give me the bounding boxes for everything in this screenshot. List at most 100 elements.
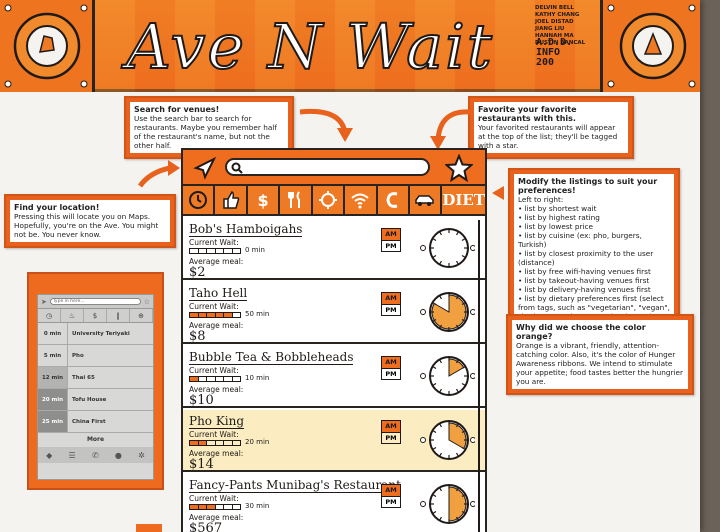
wait-segment [199, 377, 207, 381]
restaurant-row[interactable]: Fancy-Pants Munibag's Restaurant Current … [183, 474, 485, 532]
team-line: A.D.D. [536, 37, 573, 48]
wait-segment [224, 249, 233, 253]
wait-segment [233, 313, 241, 317]
mini-list-item: 5 min Pho [38, 345, 153, 367]
mockup-top-bar [183, 150, 485, 186]
restaurant-row[interactable]: Bubble Tea & Bobbleheads Current Wait: 10 … [183, 346, 485, 408]
favorite-star-icon[interactable] [445, 154, 473, 182]
restaurant-row[interactable]: Bob's Hamboigahs Current Wait: 0 min Averag… [183, 218, 485, 280]
callout-title: Why did we choose the color orange? [516, 323, 646, 341]
dollar-icon: $ [257, 190, 269, 210]
wait-segment [198, 441, 207, 445]
credit-line: JOEL DISTAD [535, 19, 574, 25]
mini-restaurant-name: Pho [72, 353, 84, 359]
am-label: AM [382, 357, 400, 369]
wait-segment [207, 505, 216, 509]
mini-bottom-bar: ◆ ☰ ✆ ● ✲ [38, 447, 153, 463]
wait-segment [233, 441, 241, 445]
wait-segment [190, 313, 199, 317]
callout-modify: Modify the listings to suit your prefere… [508, 168, 680, 330]
wait-segment [207, 313, 216, 317]
search-icon [231, 162, 243, 174]
filter-price-button[interactable]: $ [248, 186, 281, 214]
wait-clock[interactable] [419, 284, 476, 340]
callout-orange: Why did we choose the color orange? Oran… [506, 314, 694, 395]
crosshair-icon: ⊕ [130, 309, 153, 322]
callout-favorite: Favorite your favorite restaurants with … [468, 96, 634, 159]
average-meal-label: Average meal: [189, 257, 244, 266]
mini-search-input: Type in here... [49, 298, 141, 305]
wait-clock[interactable] [419, 476, 476, 532]
wait-segment [233, 249, 241, 253]
wait-segment [207, 377, 216, 381]
mini-more-button: More [86, 436, 105, 443]
wifi-icon [351, 193, 369, 209]
filter-wifi-button[interactable] [345, 186, 378, 214]
am-pm-toggle[interactable]: AM PM [381, 356, 401, 380]
mini-wait-time: 25 min [38, 411, 68, 432]
clock-icon: ◷ [38, 309, 61, 322]
mini-top-bar: ➤ Type in here... ☆ [38, 295, 153, 309]
wait-segment [216, 377, 224, 381]
team-line: INFO [536, 47, 561, 58]
wait-segment [216, 505, 224, 509]
mini-list-item: 25 min China First [38, 411, 153, 433]
restaurant-row[interactable]: Taho Hell Current Wait: 50 min Average meal… [183, 282, 485, 344]
phone-screen: ➤ Type in here... ☆ ◷ ♨ $ ‖ ⊕ 0 min Univ… [37, 294, 154, 480]
filter-distance-button[interactable] [313, 186, 346, 214]
wait-segment [224, 441, 233, 445]
wait-clock[interactable] [419, 220, 476, 276]
chat-icon: ● [114, 450, 122, 460]
clock-dial-icon [420, 228, 476, 268]
current-wait-label: Current Wait: [189, 494, 239, 503]
diet-label: DIET [442, 191, 485, 209]
filter-rating-button[interactable] [215, 186, 248, 214]
credit-line: JIANG LIU [535, 26, 565, 32]
am-pm-toggle[interactable]: AM PM [381, 228, 401, 252]
average-meal-label: Average meal: [189, 449, 244, 458]
wait-clock[interactable] [419, 348, 476, 404]
wait-clock[interactable] [419, 412, 476, 468]
am-label: AM [382, 229, 400, 241]
wait-level-bar [189, 312, 241, 318]
callout-subtitle: Left to right: [518, 195, 564, 204]
callout-title: Modify the listings to suit your prefere… [518, 177, 658, 195]
callout-location: Find your location! Pressing this will l… [4, 194, 176, 248]
filter-delivery-button[interactable] [410, 186, 443, 214]
credit-line: DUSTIN BANCAL [535, 40, 586, 46]
banner-stripe [95, 0, 600, 92]
wait-time-value: 50 min [245, 310, 270, 318]
location-arrow-icon[interactable] [193, 156, 217, 180]
am-label: AM [382, 485, 400, 497]
meal-price: $8 [189, 329, 206, 344]
wait-segment [233, 377, 241, 381]
callout-body: Orange is a vibrant, friendly, attention… [516, 341, 683, 386]
wait-level-bar [189, 504, 241, 510]
am-label: AM [382, 293, 400, 305]
current-wait-label: Current Wait: [189, 430, 239, 439]
am-pm-toggle[interactable]: AM PM [381, 420, 401, 444]
mini-restaurant-name: Thai 65 [72, 375, 95, 381]
filter-shortest-wait-button[interactable] [183, 186, 216, 214]
scrollbar[interactable] [475, 220, 483, 532]
takeout-cup-icon [386, 192, 398, 208]
banner-right-box [600, 0, 700, 92]
filter-takeout-button[interactable] [378, 186, 410, 214]
mini-filter-bar: ◷ ♨ $ ‖ ⊕ [38, 309, 153, 323]
filter-diet-button[interactable]: DIET [442, 186, 485, 214]
callout-title: Favorite your favorite restaurants with … [478, 105, 577, 123]
legend-item: list by free wifi-having venues first [518, 267, 670, 276]
meal-price: $14 [189, 457, 214, 472]
restaurant-name: Fancy-Pants Munibag's Restaurant [189, 478, 401, 493]
am-pm-toggle[interactable]: AM PM [381, 292, 401, 316]
restaurant-row[interactable]: Pho King Current Wait: 20 min Average meal:… [183, 410, 485, 472]
am-pm-toggle[interactable]: AM PM [381, 484, 401, 508]
filter-cuisine-button[interactable] [280, 186, 313, 214]
thumbs-up-icon [222, 191, 239, 209]
callout-body: Pressing this will locate you on Maps. H… [14, 212, 159, 239]
search-input[interactable] [225, 158, 430, 176]
filter-bar: $ DIET [183, 186, 485, 216]
mini-list-item: 0 min University Teriyaki [38, 323, 153, 345]
callout-title: Find your location! [14, 203, 100, 212]
average-meal-label: Average meal: [189, 513, 244, 522]
